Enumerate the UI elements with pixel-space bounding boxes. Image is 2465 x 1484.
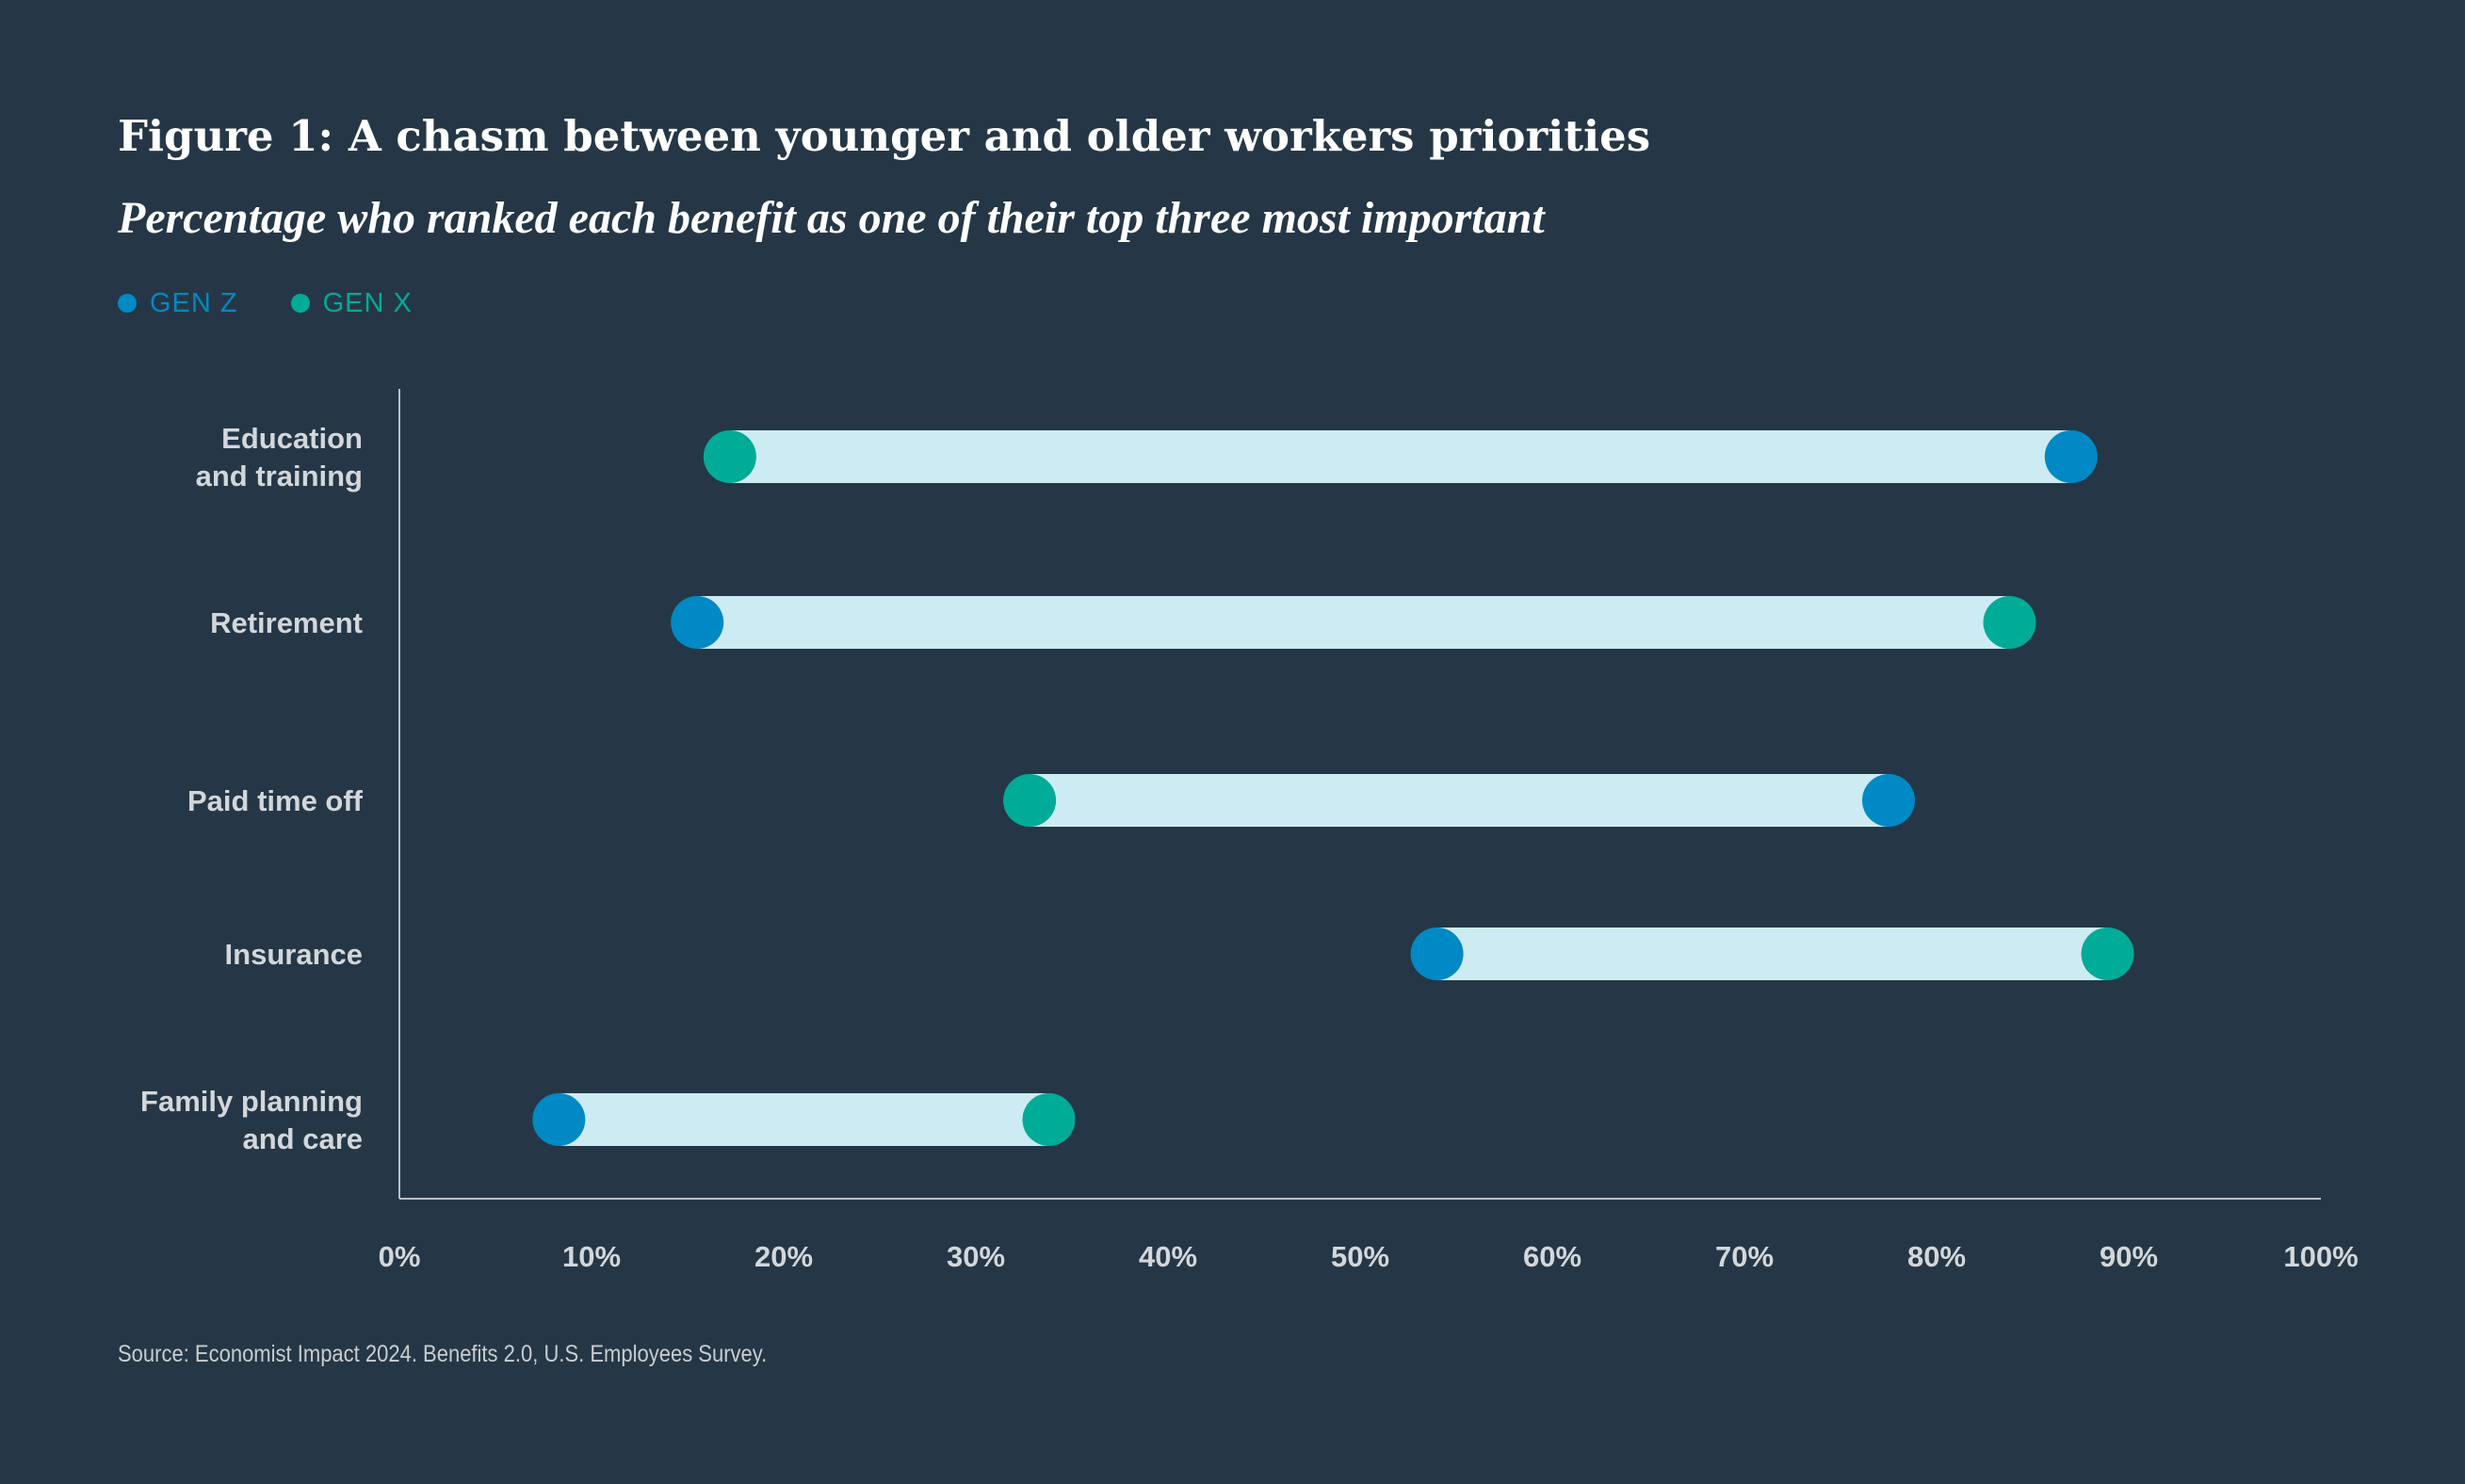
legend-item-gen-x: GEN X [290, 287, 413, 319]
gen-x-point-3 [2081, 928, 2134, 980]
chart-subtitle: Percentage who ranked each benefit as on… [118, 193, 1545, 243]
x-tick-label-0: 0% [379, 1240, 421, 1273]
legend-swatch-gen-z [118, 294, 137, 313]
range-bar-2 [1030, 774, 1889, 827]
x-tick-label-3: 30% [947, 1240, 1005, 1273]
category-label-3: Insurance [225, 938, 363, 971]
category-label-2: Paid time off [187, 784, 364, 817]
gen-x-point-1 [1983, 596, 2036, 649]
x-tick-label-8: 80% [1907, 1240, 1966, 1273]
range-bar-0 [729, 430, 2071, 483]
legend-label-gen-x: GEN X [322, 287, 413, 318]
x-tick-label-10: 100% [2283, 1240, 2358, 1273]
x-tick-label-9: 90% [2100, 1240, 2158, 1273]
range-bar-1 [697, 596, 2010, 649]
gen-z-point-1 [671, 596, 724, 649]
x-tick-label-7: 70% [1715, 1240, 1774, 1273]
x-tick-label-1: 10% [562, 1240, 621, 1273]
range-bar-4 [559, 1093, 1049, 1146]
gen-x-point-2 [1003, 774, 1057, 827]
x-tick-label-6: 60% [1523, 1240, 1581, 1273]
legend-swatch-gen-x [290, 294, 310, 313]
gen-z-point-3 [1410, 928, 1464, 980]
gen-x-point-4 [1022, 1093, 1076, 1146]
legend-item-gen-z: GEN Z [118, 288, 238, 319]
source-note: Source: Economist Impact 2024. Benefits … [118, 1341, 768, 1367]
range-bar-3 [1436, 928, 2108, 980]
legend: GEN Z GEN X [118, 285, 465, 321]
x-tick-label-5: 50% [1331, 1240, 1389, 1273]
legend-label-gen-z: GEN Z [150, 287, 238, 318]
x-tick-label-4: 40% [1139, 1240, 1197, 1273]
x-tick-label-2: 20% [754, 1240, 813, 1273]
category-label-0: Education and training [196, 422, 363, 492]
gen-z-point-2 [1862, 774, 1915, 827]
chart-title: Figure 1: A chasm between younger and ol… [118, 111, 1651, 161]
category-label-4: Family planning and care [140, 1085, 363, 1155]
gen-x-point-0 [703, 430, 756, 483]
gen-z-point-4 [532, 1093, 586, 1146]
category-label-1: Retirement [210, 606, 363, 639]
gen-z-point-0 [2044, 430, 2098, 483]
